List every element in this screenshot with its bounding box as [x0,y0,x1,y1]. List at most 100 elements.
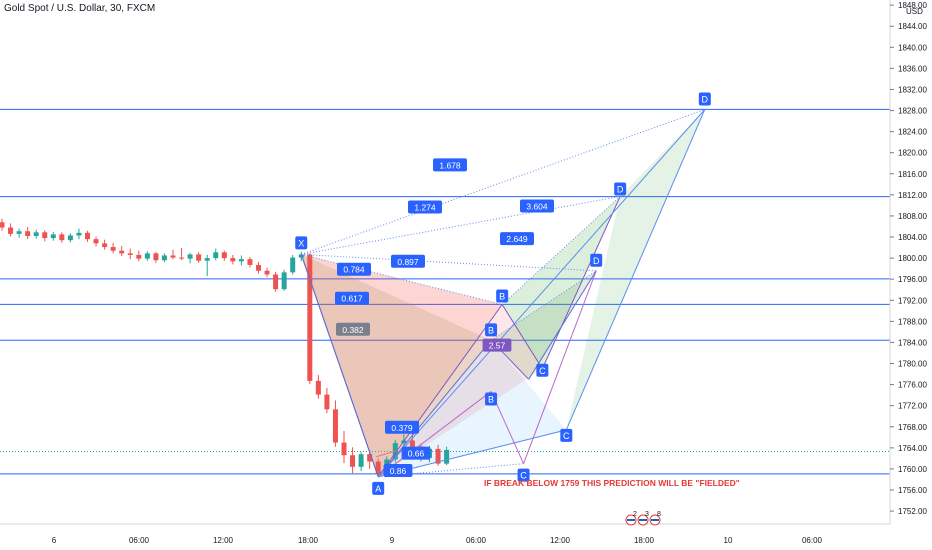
candle-body [93,239,99,244]
pattern2-leg [300,254,379,477]
candle-body [187,254,193,259]
ratio-label-box [385,420,419,434]
ratio-label[interactable]: 3.604 [520,199,554,213]
point-d-3[interactable]: D [698,92,711,106]
candle-body [350,455,356,467]
ratio-label-box [335,291,369,305]
point-label-box [698,92,711,106]
y-tick-label: 1832.00 [898,85,927,94]
x-tick-label: 12:00 [213,536,234,545]
ratio-label[interactable]: 0.86 [383,464,413,478]
y-tick-label: 1848.00 [898,1,927,10]
ratio-label[interactable]: 1.678 [433,158,467,172]
point-label-text: X [298,238,304,248]
ratio-label[interactable]: 0.66 [401,446,431,460]
pattern1-xab-fill[interactable] [301,254,503,477]
point-label-text: B [488,394,494,404]
candle-body [435,448,441,464]
ratio-label-text: 3.604 [526,201,548,211]
ratio-label-text: 0.897 [397,257,419,267]
ratio-label-box [337,262,371,276]
ratio-guide [301,253,597,272]
ratio-label-text: 0.379 [391,423,413,433]
marker-segment [376,450,397,458]
point-label-box [496,289,509,303]
x-tick-label: 10 [724,536,733,545]
point-label-box [485,392,498,406]
point-c-1[interactable]: C [536,363,549,377]
candle-body [76,232,82,236]
point-b-1[interactable]: B [496,289,509,303]
point-label-text: D [617,184,624,194]
ratio-label-box [336,322,370,336]
pattern2-xab-fill[interactable] [301,254,492,477]
y-tick-label: 1756.00 [898,486,927,495]
y-tick-label: 1808.00 [898,212,927,221]
x-tick-label: 06:00 [129,536,150,545]
ratio-label[interactable]: 0.379 [385,420,419,434]
ratio-label[interactable]: 2.649 [500,232,534,246]
harmonic-pattern-lines[interactable] [300,109,706,478]
price-axis[interactable]: 1752.00 1756.00 1760.00 1764.00 1768.00 1772.… [889,0,932,550]
candle-body [33,232,39,236]
point-a[interactable]: A [372,481,385,495]
pattern1-leg [501,304,543,370]
pattern2-leg [377,340,492,478]
x-tick-label: 06:00 [466,536,487,545]
candle-body [179,257,185,259]
event-flag-count: 2 [633,511,637,518]
y-tick-label: 1804.00 [898,233,927,242]
ratio-label-text: 2.57 [489,341,506,351]
pattern-labels[interactable]: X A B B B C C C D D D 0.784 0.617 0.382 0.897 1.274 1.67… [295,92,711,495]
candle-body [0,222,5,228]
currency-label: USD [906,7,923,16]
point-c-2[interactable]: C [517,468,530,482]
candle-body [67,235,73,241]
time-axis[interactable]: 6 06:00 12:00 18:00 9 06:00 12:00 18:00 10 06:00 [0,523,890,545]
ratio-label[interactable]: 2.57 [482,338,512,352]
point-label-text: C [520,471,527,481]
point-label-text: D [593,256,600,266]
ratio-label[interactable]: 0.382 [336,322,370,336]
point-b-3[interactable]: B [485,392,498,406]
point-label-text: B [488,325,494,335]
y-tick-label: 1800.00 [898,254,927,263]
point-d-2[interactable]: D [590,253,603,267]
ratio-guide [378,429,567,478]
candle-body [213,252,219,259]
point-label-box [372,481,385,495]
pattern1-bcd-fill[interactable] [502,196,621,369]
y-tick-label: 1788.00 [898,317,927,326]
y-tick-label: 1840.00 [898,43,927,52]
pattern3-fill-a[interactable] [378,340,567,477]
ratio-label-text: 0.617 [341,294,363,304]
ratio-label-text: 2.649 [506,234,528,244]
ratio-label[interactable]: 0.617 [335,291,369,305]
candle-body [161,255,167,261]
y-tick-label: 1796.00 [898,275,927,284]
ratio-label[interactable]: 1.274 [408,200,442,214]
y-tick-label: 1776.00 [898,381,927,390]
point-c-3[interactable]: C [560,428,573,442]
candle-body [273,274,279,290]
candle-body [153,253,159,261]
point-b-2[interactable]: B [485,323,498,337]
ratio-label[interactable]: 0.897 [391,254,425,268]
candle-body [110,247,116,251]
candle-body [102,243,108,248]
point-d-1[interactable]: D [614,182,627,196]
pattern2-bcd-fill[interactable] [491,270,597,380]
candle-body [444,449,450,464]
point-label-text: A [375,484,381,494]
ratio-label[interactable]: 0.784 [337,262,371,276]
ratio-label-box [482,338,512,352]
candle-body [42,232,48,239]
ratio-label-box [408,200,442,214]
event-flag-count: 3 [645,511,649,518]
ratio-label-box [383,464,413,478]
candle-body [221,252,227,259]
point-label-box [560,428,573,442]
point-x[interactable]: X [295,236,308,250]
x-tick-label: 12:00 [550,536,571,545]
